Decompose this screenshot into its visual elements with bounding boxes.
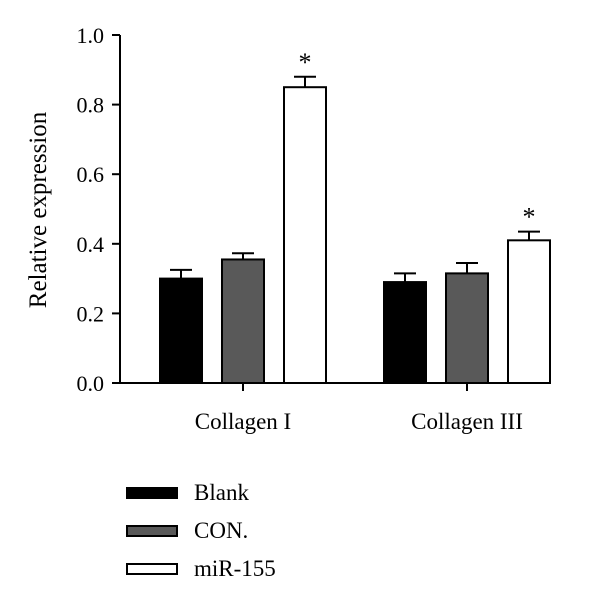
y-tick-label: 1.0: [77, 23, 105, 48]
bar-con-: [445, 272, 489, 385]
y-tick-label: 0.6: [77, 162, 105, 187]
legend-label: miR-155: [194, 556, 276, 581]
legend-swatch: [126, 563, 178, 575]
x-tick-label: Collagen I: [195, 409, 291, 434]
y-tick-label: 0.8: [77, 93, 105, 118]
legend-label: CON.: [194, 518, 249, 543]
tick-labels: 0.0 0.2 0.4 0.6 0.8 1.0 Collagen I * Collagen II…: [77, 23, 536, 434]
legend-label: Blank: [194, 480, 249, 505]
bar-con-: [221, 258, 265, 384]
bar-mir-155: [283, 86, 327, 384]
bar-mir-155: [507, 239, 551, 384]
x-tick-label: Collagen III: [411, 409, 523, 434]
bar-blank: [383, 281, 427, 384]
y-axis-label: Relative expression: [25, 111, 52, 308]
y-tick-label: 0.2: [77, 301, 105, 326]
significance-marker: *: [299, 48, 312, 77]
y-tick-label: 0.0: [77, 371, 105, 396]
legend-swatch: [126, 487, 178, 499]
y-tick-label: 0.4: [77, 232, 105, 257]
significance-marker: *: [523, 203, 536, 232]
bar-blank: [159, 277, 203, 385]
legend-swatch: [126, 525, 178, 537]
bar-chart: Relative expression 0.0 0.2 0.4 0.6 0.8 1.0 Co…: [25, 23, 551, 434]
bars: [159, 75, 551, 385]
